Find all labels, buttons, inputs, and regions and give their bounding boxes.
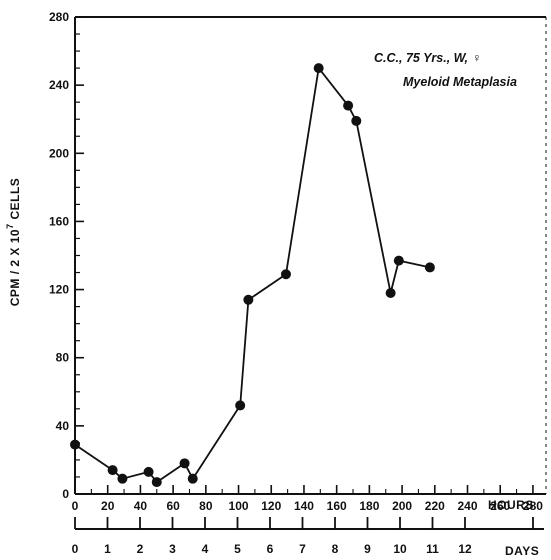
hour-tick-label: 100	[229, 499, 249, 513]
y-tick-label: 80	[56, 351, 70, 365]
data-point	[117, 473, 128, 484]
data-point	[107, 465, 118, 476]
data-series	[70, 63, 435, 488]
x-axis-days: 0 1 2 3 4 5 6 7 8 9 10 11 12	[72, 517, 544, 556]
y-tick-label: 160	[49, 214, 69, 228]
hour-tick-label: 280	[523, 499, 543, 513]
hour-tick-label: 160	[327, 499, 347, 513]
hour-tick-label: 0	[72, 499, 79, 513]
hours-axis-title: HOURS	[488, 498, 534, 512]
day-tick-label: 3	[169, 542, 176, 556]
hour-tick-label: 80	[199, 499, 213, 513]
y-axis: 0 40 80 120 160 200 240 280	[49, 10, 84, 501]
data-point	[151, 477, 162, 488]
hour-tick-label: 120	[261, 499, 281, 513]
data-point	[313, 63, 324, 74]
y-axis-title-exponent: 7	[5, 223, 15, 229]
day-tick-label: 12	[458, 542, 472, 556]
y-axis-title-tail: CELLS	[8, 178, 22, 224]
data-point	[235, 400, 246, 411]
day-tick-label: 4	[202, 542, 209, 556]
data-point	[70, 439, 80, 450]
hour-tick-label: 40	[134, 499, 148, 513]
y-axis-title: CPM / 2 X 107 CELLS	[5, 178, 22, 307]
data-point	[351, 115, 362, 126]
hour-tick-label: 20	[101, 499, 115, 513]
hour-tick-label: 260	[490, 499, 510, 513]
y-axis-title-main: CPM / 2 X 10	[8, 229, 22, 306]
day-tick-label: 2	[137, 542, 144, 556]
y-tick-label: 200	[49, 146, 69, 160]
annotation-diagnosis: Myeloid Metaplasia	[403, 75, 517, 89]
data-point	[179, 458, 190, 469]
data-point	[243, 294, 254, 305]
data-point	[280, 269, 291, 280]
day-tick-label: 9	[364, 542, 371, 556]
hour-tick-label: 140	[294, 499, 314, 513]
hour-tick-label: 180	[359, 499, 379, 513]
day-tick-label: 8	[332, 542, 339, 556]
hour-tick-label: 240	[457, 499, 477, 513]
day-tick-label: 11	[426, 542, 439, 556]
y-tick-label: 120	[49, 283, 69, 297]
day-tick-label: 6	[267, 542, 274, 556]
data-point	[385, 287, 396, 298]
hour-tick-label: 200	[392, 499, 412, 513]
data-point	[424, 262, 435, 273]
y-tick-label: 0	[62, 487, 69, 501]
data-point	[187, 473, 198, 484]
hour-tick-label: 60	[166, 499, 180, 513]
data-point	[343, 100, 354, 111]
day-tick-label: 0	[72, 542, 79, 556]
data-point	[143, 466, 154, 477]
y-tick-label: 280	[49, 10, 69, 24]
day-tick-label: 1	[104, 542, 111, 556]
annotation-patient: C.C., 75 Yrs., W, ♀	[374, 51, 481, 65]
series-line	[74, 67, 431, 484]
day-tick-label: 7	[299, 542, 306, 556]
day-tick-label: 5	[234, 542, 241, 556]
data-point	[393, 255, 404, 266]
day-tick-label: 10	[393, 542, 407, 556]
x-axis-hours: 0 20 40 60 80 100 120 140 160 180 200 220 240 260 280	[72, 485, 543, 513]
y-tick-label: 240	[49, 78, 69, 92]
days-axis-title: DAYS	[505, 544, 539, 558]
y-tick-label: 40	[56, 419, 70, 433]
hour-tick-label: 220	[425, 499, 445, 513]
